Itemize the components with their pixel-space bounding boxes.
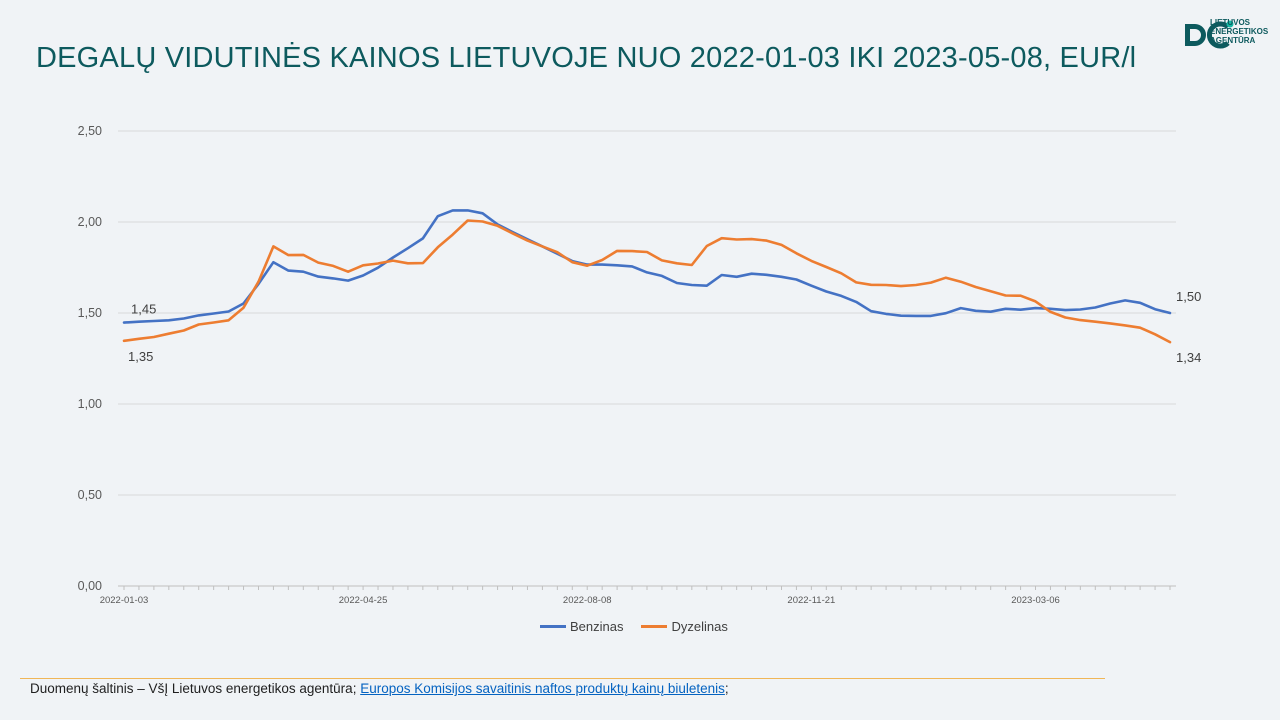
y-tick-label: 0,50 (78, 488, 102, 502)
chart-legend: Benzinas Dyzelinas (540, 619, 728, 634)
legend-item-benzinas: Benzinas (540, 619, 623, 634)
data-label-dyzelinas-last: 1,34 (1176, 350, 1201, 365)
source-note: Duomenų šaltinis – VšĮ Lietuvos energeti… (30, 681, 729, 696)
x-tick-label: 2022-11-21 (787, 595, 835, 606)
source-prefix: Duomenų šaltinis – VšĮ Lietuvos energeti… (30, 681, 361, 696)
y-tick-label: 1,00 (78, 397, 102, 411)
page-title: DEGALŲ VIDUTINĖS KAINOS LIETUVOJE NUO 20… (36, 42, 1137, 74)
y-tick-label: 0,00 (78, 579, 102, 593)
source-suffix: ; (724, 681, 729, 696)
y-tick-label: 2,50 (78, 124, 102, 138)
agency-logo-text: LIETUVOS ENERGETIKOS AGENTŪRA (1210, 18, 1269, 45)
data-label-benzinas-first: 1,45 (131, 302, 156, 317)
legend-label-dyzelinas: Dyzelinas (671, 619, 728, 634)
y-tick-label: 1,50 (78, 306, 102, 320)
series-line-dyzelinas (122, 219, 1172, 344)
x-tick-label: 2023-03-06 (1011, 595, 1060, 606)
data-label-dyzelinas-first: 1,35 (128, 349, 153, 364)
legend-label-benzinas: Benzinas (570, 619, 624, 634)
x-tick-label: 2022-04-25 (339, 595, 388, 606)
x-tick-label: 2022-01-03 (100, 595, 149, 606)
x-tick-label: 2022-08-08 (563, 595, 612, 606)
source-link[interactable]: Europos Komisijos savaitinis naftos prod… (360, 681, 725, 696)
agency-logo (1185, 20, 1234, 49)
series-line-benzinas (122, 209, 1172, 324)
data-label-benzinas-last: 1,50 (1176, 289, 1201, 304)
y-tick-label: 2,00 (78, 215, 102, 229)
legend-item-dyzelinas: Dyzelinas (641, 619, 728, 634)
source-divider (20, 678, 1105, 679)
